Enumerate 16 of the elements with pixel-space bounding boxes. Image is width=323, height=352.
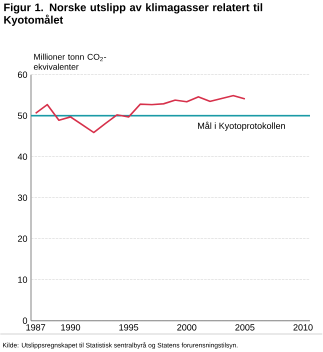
- x-tick-label: 2000: [177, 324, 197, 331]
- y-tick-label: 60: [18, 72, 28, 78]
- x-tick-label: 2010: [294, 324, 313, 331]
- x-tick-label: 1987: [26, 324, 46, 331]
- y-tick-label: 30: [18, 194, 28, 201]
- y-tick-label: 0: [23, 318, 28, 324]
- y-tick-label: 50: [18, 112, 28, 119]
- chart-title: Figur 1. Norske utslipp av klimagasser relatert til Kyotomålet: [4, 3, 262, 26]
- y-tick-label: 40: [18, 154, 28, 160]
- text: Millioner tonn CO$_{2}$-ekvivalenter: [34, 54, 106, 70]
- x-tick-label: 1995: [120, 324, 138, 331]
- y-tick-label: 20: [18, 236, 28, 242]
- x-tick-label: 1990: [61, 324, 80, 331]
- x-tick-label: 2005: [236, 324, 255, 331]
- ref-line-label: Mål i Kyotoprotokollen: [198, 122, 286, 131]
- y-tick-label: 10: [18, 276, 28, 283]
